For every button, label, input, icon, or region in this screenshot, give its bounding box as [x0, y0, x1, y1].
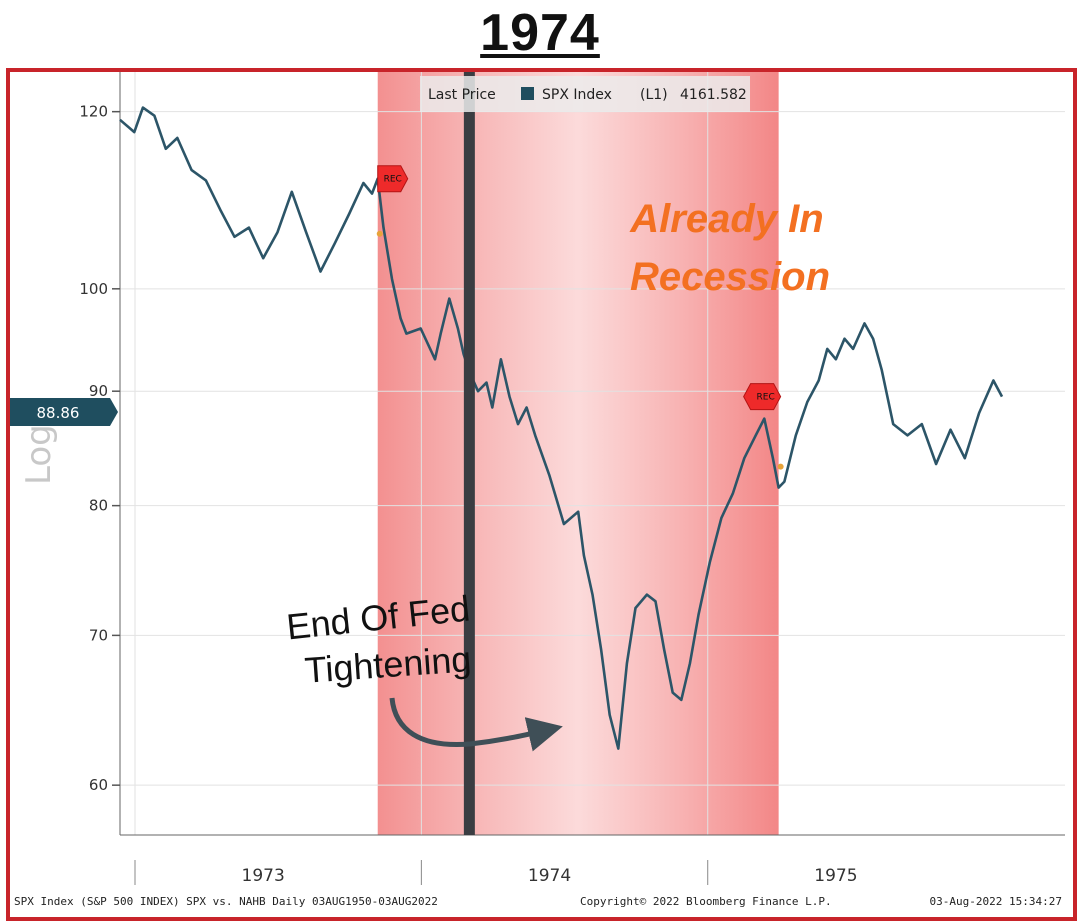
y-tick-label: 90	[89, 382, 108, 400]
y-axis-label: Log	[19, 424, 59, 485]
legend-label: Last Price	[428, 87, 496, 103]
annotation-recession: Recession	[630, 255, 830, 299]
recession-marker	[377, 165, 409, 193]
legend: Last Price SPX Index (L1) 4161.582	[420, 76, 750, 112]
recession-marker-label: REC	[384, 175, 402, 185]
y-axis-ticks: 60 70 80 90 100 120	[79, 103, 120, 794]
legend-series-name: SPX Index	[542, 87, 612, 103]
x-tick-label: 1973	[242, 866, 285, 886]
recession-marker	[743, 383, 782, 411]
legend-value: 4161.582	[680, 87, 747, 103]
recession-shading	[377, 72, 779, 835]
legend-swatch	[521, 87, 534, 100]
last-price-tag: 88.86	[10, 398, 118, 426]
recession-marker-label: REC	[757, 393, 775, 403]
y-tick-label: 60	[89, 776, 108, 794]
annotation-arrow	[389, 697, 563, 752]
footer-source: SPX Index (S&P 500 INDEX) SPX vs. NAHB D…	[14, 895, 438, 908]
y-tick-label: 80	[89, 497, 108, 515]
legend-series-code: (L1)	[640, 87, 668, 103]
last-price-tag-shape	[10, 398, 118, 426]
recession-point-dot	[777, 463, 784, 470]
legend-background	[420, 76, 750, 112]
x-tick-label: 1974	[528, 866, 571, 886]
y-tick-label: 120	[79, 103, 108, 121]
annotation-already-in: Already In	[629, 197, 823, 241]
y-tick-label: 70	[89, 626, 108, 644]
spx-price-line	[119, 106, 1004, 750]
footer-copyright: Copyright© 2022 Bloomberg Finance L.P.	[580, 895, 832, 908]
footer-timestamp: 03-Aug-2022 15:34:27	[930, 895, 1062, 908]
y-tick-label: 100	[79, 280, 108, 298]
last-price-value: 88.86	[37, 404, 80, 422]
x-axis-ticks: 1973 1974 1975	[134, 860, 858, 886]
recession-point-dot	[376, 230, 383, 237]
recession-markers: REC REC	[376, 165, 784, 470]
x-tick-label: 1975	[814, 866, 857, 886]
page-title: 1974	[480, 4, 600, 62]
